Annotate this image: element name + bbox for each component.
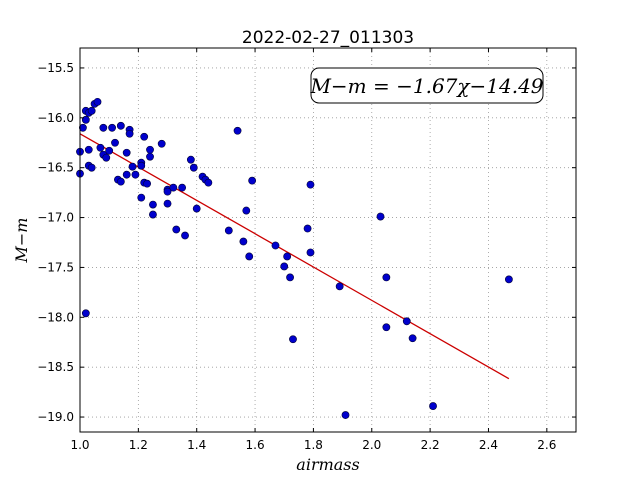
data-point [341,411,350,419]
data-point [146,145,154,154]
data-point [79,123,87,132]
data-point [122,170,131,179]
x-tick-label: 2.6 [537,438,556,452]
data-point [239,237,248,246]
data-point [181,231,189,240]
data-point [84,145,93,154]
data-point [116,121,125,130]
data-point [402,317,411,326]
data-point [93,97,102,106]
data-point [204,178,213,187]
y-tick-label: −19.0 [37,410,74,424]
data-point [280,262,289,271]
data-point [111,138,119,147]
data-point [146,152,154,161]
data-point [286,273,294,282]
data-point [504,275,513,284]
data-point [128,162,137,171]
data-point [99,123,108,132]
y-tick-label: −18.5 [37,360,74,374]
data-point [108,123,116,132]
data-point [137,161,146,170]
data-point [408,334,417,343]
data-point [81,309,90,318]
tick-layer: 1.0 1.2 1.4 1.6 1.8 2.0 2.2 2.4 2.6 −15.5 −16.0 −16… [37,48,576,452]
plot-frame [79,47,577,433]
data-point [306,248,315,257]
data-point [125,129,134,138]
y-tick-label: −15.5 [37,61,74,75]
data-point [140,132,149,141]
x-tick-label: 1.8 [304,438,323,452]
data-point [186,155,195,164]
data-point [192,204,201,213]
data-point [87,163,96,172]
grid-layer [79,48,576,432]
data-point [303,224,312,233]
data-point [289,335,297,344]
y-tick-label: −16.5 [37,161,74,175]
y-axis-label: M−m [12,218,31,264]
data-point [81,115,90,124]
data-point [157,139,166,148]
data-point [242,206,251,215]
chart-title: 2022-02-27_011303 [242,28,414,48]
x-tick-label: 1.2 [129,438,148,452]
fit-equation-frame [310,67,544,104]
data-point [172,225,181,234]
x-axis-label: airmass [296,455,359,474]
data-point [245,252,254,261]
data-point [137,193,146,202]
data-point [169,183,178,192]
fit-equation-box: M−m = −1.67χ−14.49 [309,67,544,104]
data-point [224,226,233,235]
data-point [429,402,437,410]
data-point [96,143,105,152]
x-tick-label: 2.0 [362,438,381,452]
x-tick-label: 1.4 [187,438,206,452]
data-point [163,199,172,208]
data-point [143,179,152,188]
data-point [382,323,391,332]
data-point [376,212,385,221]
y-tick-label: −17.5 [37,260,74,274]
data-point [335,282,344,291]
data-point [306,180,315,189]
data-point [87,106,96,115]
data-point [149,200,157,209]
data-point [163,187,172,196]
data-point [271,241,280,250]
x-tick-label: 1.0 [70,438,89,452]
data-point [149,210,157,219]
data-point [122,148,131,157]
x-tick-label: 2.2 [421,438,440,452]
y-tick-label: −16.0 [37,111,74,125]
data-point [283,252,292,261]
data-point [233,126,242,135]
data-point [116,177,125,186]
y-tick-label: −18.0 [37,310,74,324]
x-tick-label: 1.6 [246,438,265,452]
data-point [178,183,187,192]
data-point [248,176,257,185]
fit-layer [79,133,510,380]
data-point [131,170,140,179]
fit-equation-label: M−m = −1.67χ−14.49 [309,74,543,98]
points-layer [76,97,513,419]
data-point [382,273,391,282]
fit-line [79,133,510,380]
x-tick-label: 2.4 [479,438,498,452]
data-point [105,146,114,155]
data-point [102,153,111,162]
data-point [189,163,198,172]
y-tick-label: −17.0 [37,211,74,225]
